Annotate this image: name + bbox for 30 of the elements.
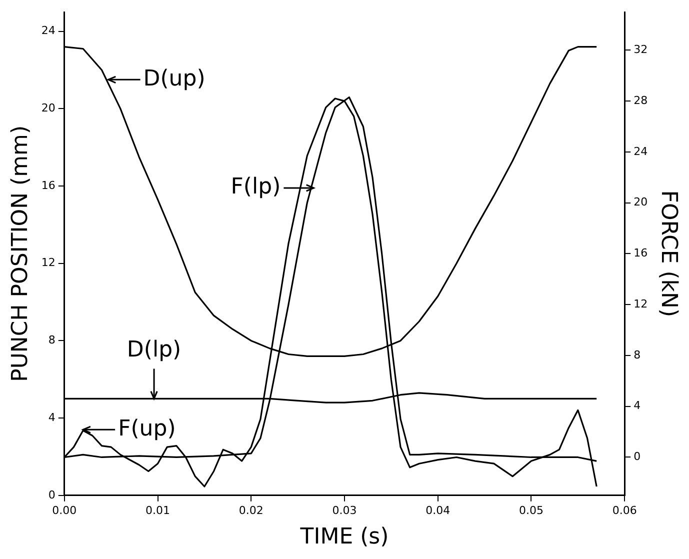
y-tick-label: 20 xyxy=(41,102,56,115)
y2-tick-label: 16 xyxy=(634,246,648,260)
y-tick-label: 0 xyxy=(48,488,56,502)
x-tick-label: 0.02 xyxy=(238,504,264,517)
annotation: F(lp) xyxy=(230,174,281,200)
annotation: F(up) xyxy=(118,416,176,442)
y2-axis-title: FORCE (kN) xyxy=(656,190,682,318)
y-tick-label: 16 xyxy=(41,178,56,192)
y2-tick-label: 0 xyxy=(634,450,641,464)
x-tick-label: 0.05 xyxy=(518,504,544,517)
y-tick-label: 12 xyxy=(41,256,56,270)
y2-tick-label: 4 xyxy=(634,399,641,412)
y-axis-title: PUNCH POSITION (mm) xyxy=(8,125,33,382)
annotation: D(lp) xyxy=(126,337,182,362)
y-tick-label: 4 xyxy=(48,410,56,424)
x-tick-label: 0.01 xyxy=(146,504,170,517)
x-axis-title: TIME (s) xyxy=(299,524,389,550)
x-tick-label: 0.00 xyxy=(52,504,77,517)
y-tick-label: 24 xyxy=(41,24,56,38)
x-tick-label: 0.06 xyxy=(612,504,637,517)
y2-tick-label: 20 xyxy=(634,196,648,209)
y2-tick-label: 32 xyxy=(634,43,648,56)
x-tick-label: 0.04 xyxy=(426,504,450,517)
y2-tick-label: 24 xyxy=(634,144,648,158)
y-tick-label: 8 xyxy=(48,334,56,347)
y2-tick-label: 12 xyxy=(634,297,648,310)
annotation: D(up) xyxy=(143,66,206,92)
y2-tick-label: 28 xyxy=(634,94,648,107)
x-tick-label: 0.03 xyxy=(332,504,357,517)
y2-tick-label: 8 xyxy=(634,348,641,362)
